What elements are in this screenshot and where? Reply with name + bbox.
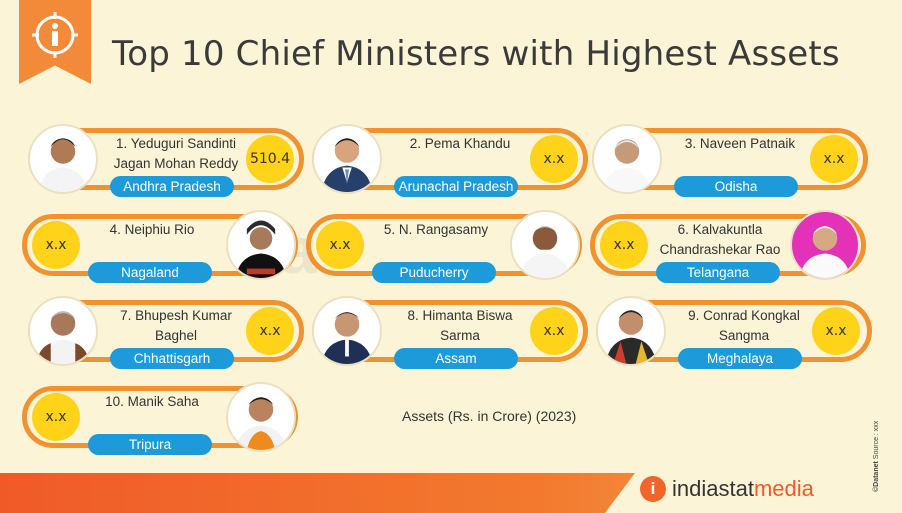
state-label: Tripura	[88, 434, 212, 455]
name-line-2: Chandrashekar Rao	[659, 242, 781, 257]
brand-part1: indiastat	[672, 476, 754, 501]
asset-value-badge: x.x	[32, 221, 80, 269]
state-label: Chhattisgarh	[110, 348, 234, 369]
name-line-1: 10. Manik Saha	[105, 394, 199, 409]
name-line-2: Jagan Mohan Reddy	[113, 156, 239, 171]
name-line-1: 7. Bhupesh Kumar	[120, 308, 232, 323]
minister-card-5: x.x 5. N. Rangasamy Puducherry	[306, 210, 582, 283]
minister-photo	[596, 296, 666, 366]
name-line-1: 5. N. Rangasamy	[383, 222, 489, 237]
minister-name: 5. N. Rangasamy	[366, 220, 506, 240]
minister-photo	[226, 210, 296, 280]
minister-name: 9. Conrad Kongkal Sangma	[672, 306, 816, 346]
minister-photo	[592, 124, 662, 194]
asset-value-badge: x.x	[316, 221, 364, 269]
minister-card-3: 3. Naveen Patnaik x.x Odisha	[592, 124, 868, 197]
minister-name: 3. Naveen Patnaik	[668, 134, 812, 154]
header-logo-tag	[19, 0, 91, 84]
name-line-1: 9. Conrad Kongkal	[688, 308, 800, 323]
minister-card-2: 2. Pema Khandu x.x Arunachal Pradesh	[312, 124, 588, 197]
name-line-2: Sangma	[718, 328, 770, 343]
asset-value-badge: x.x	[810, 135, 858, 183]
state-label: Arunachal Pradesh	[394, 176, 518, 197]
state-label: Odisha	[674, 176, 798, 197]
name-line-1: 8. Himanta Biswa	[407, 308, 513, 323]
minister-name: 1. Yeduguri Sandinti Jagan Mohan Reddy	[104, 134, 248, 174]
minister-photo	[226, 382, 296, 452]
footer-bar	[0, 473, 635, 513]
info-icon: i	[640, 476, 666, 502]
brand-logo[interactable]: i indiastat media	[640, 476, 814, 502]
minister-photo	[28, 296, 98, 366]
minister-photo	[312, 124, 382, 194]
source-label: Source : xxx	[873, 420, 880, 460]
name-line-1: 4. Neiphiu Rio	[109, 222, 195, 237]
minister-card-1: 1. Yeduguri Sandinti Jagan Mohan Reddy 5…	[28, 124, 304, 197]
state-label: Assam	[394, 348, 518, 369]
minister-card-9: 9. Conrad Kongkal Sangma x.x Meghalaya	[596, 296, 872, 369]
minister-name: 2. Pema Khandu	[388, 134, 532, 154]
asset-value-badge: x.x	[246, 307, 294, 355]
datanet-brand: ©Datanet	[873, 461, 880, 492]
asset-value-badge: x.x	[812, 307, 860, 355]
minister-photo	[790, 210, 860, 280]
name-line-1: 3. Naveen Patnaik	[684, 136, 796, 151]
source-note: ©Datanet Source : xxx	[873, 421, 880, 492]
minister-name: 7. Bhupesh Kumar Baghel	[104, 306, 248, 346]
page-title: Top 10 Chief Ministers with Highest Asse…	[112, 34, 840, 74]
asset-value-badge: x.x	[530, 135, 578, 183]
minister-name: 4. Neiphiu Rio	[82, 220, 222, 240]
minister-card-4: x.x 4. Neiphiu Rio Nagaland	[22, 210, 298, 283]
minister-card-10: x.x 10. Manik Saha Tripura	[22, 382, 298, 455]
state-label: Andhra Pradesh	[110, 176, 234, 197]
asset-value-badge: 510.4	[246, 135, 294, 183]
state-label: Puducherry	[372, 262, 496, 283]
state-label: Nagaland	[88, 262, 212, 283]
info-icon	[32, 12, 78, 58]
name-line-2: Sarma	[440, 328, 480, 343]
minister-name: 10. Manik Saha	[82, 392, 222, 412]
minister-photo	[510, 210, 580, 280]
minister-photo	[312, 296, 382, 366]
asset-value-badge: x.x	[600, 221, 648, 269]
brand-part2: media	[753, 476, 814, 501]
minister-card-8: 8. Himanta Biswa Sarma x.x Assam	[312, 296, 588, 369]
minister-name: 6. Kalvakuntla Chandrashekar Rao	[650, 220, 790, 260]
name-line-1: 1. Yeduguri Sandinti	[115, 136, 237, 151]
minister-card-6: x.x 6. Kalvakuntla Chandrashekar Rao Tel…	[590, 210, 866, 283]
minister-card-7: 7. Bhupesh Kumar Baghel x.x Chhattisgarh	[28, 296, 304, 369]
state-label: Meghalaya	[678, 348, 802, 369]
name-line-1: 6. Kalvakuntla	[677, 222, 763, 237]
asset-value-badge: x.x	[530, 307, 578, 355]
minister-photo	[28, 124, 98, 194]
name-line-2: Baghel	[154, 328, 198, 343]
legend-units: Assets (Rs. in Crore) (2023)	[402, 408, 577, 424]
minister-name: 8. Himanta Biswa Sarma	[388, 306, 532, 346]
name-line-1: 2. Pema Khandu	[409, 136, 511, 151]
asset-value-badge: x.x	[32, 393, 80, 441]
state-label: Telangana	[656, 262, 780, 283]
